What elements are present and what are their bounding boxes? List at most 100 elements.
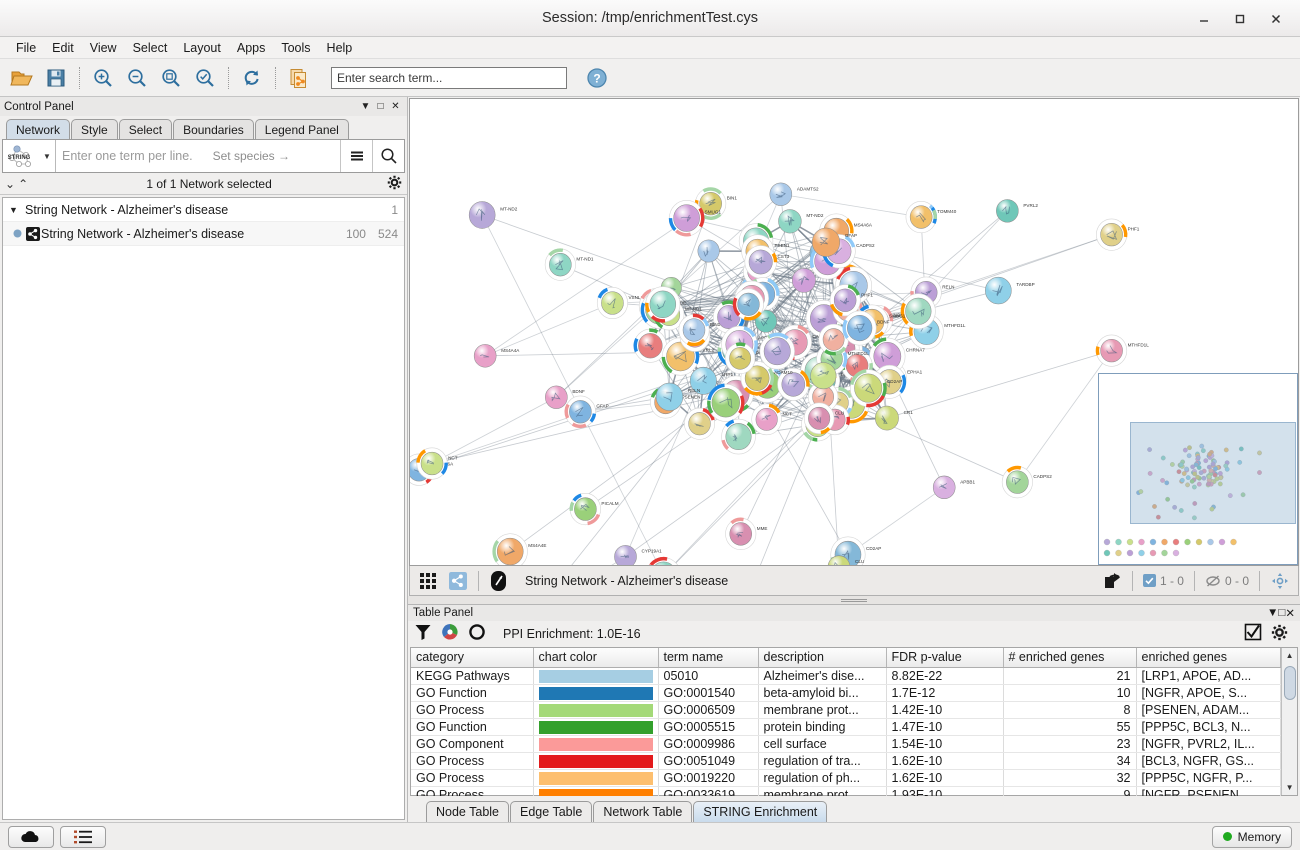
network-nodes[interactable]: MT-ND2MT-ND1VSNL1MS4A4AMS4A6AMS4A4EABCA7…: [410, 182, 1149, 565]
table-vertical-scrollbar[interactable]: ▲ ▼: [1281, 647, 1297, 795]
network-graph[interactable]: MT-ND2MT-ND1VSNL1MS4A4AMS4A6AMS4A4EABCA7…: [410, 99, 1298, 565]
network-node[interactable]: BDNF: [545, 385, 585, 409]
table-row[interactable]: GO Function GO:0001540 beta-amyloid bi... 1…: [411, 684, 1282, 703]
node-sphere[interactable]: [545, 385, 568, 409]
save-icon[interactable]: [40, 63, 72, 93]
network-node[interactable]: LRP1: [689, 366, 733, 395]
network-thumbnail-icon[interactable]: [444, 569, 472, 593]
network-node[interactable]: APBB1: [932, 475, 975, 499]
node-sphere[interactable]: [649, 290, 677, 318]
network-node[interactable]: [754, 309, 777, 333]
network-node[interactable]: ADAMTS2: [769, 182, 819, 206]
menu-tools[interactable]: Tools: [281, 40, 311, 55]
network-node[interactable]: PICALM: [569, 493, 619, 526]
scrollbar-thumb[interactable]: [1283, 665, 1296, 700]
search-input[interactable]: Enter search term...: [331, 66, 567, 89]
edit-network-name-icon[interactable]: [485, 569, 513, 593]
task-list-icon[interactable]: [60, 825, 106, 848]
network-node[interactable]: [900, 293, 936, 330]
zoom-in-icon[interactable]: [87, 63, 119, 93]
network-node[interactable]: CYP19A1: [614, 545, 662, 565]
enrichment-table-wrapper[interactable]: category chart color term name descripti…: [410, 646, 1298, 822]
node-sphere[interactable]: [549, 253, 572, 277]
column-header-enriched-gene-count[interactable]: # enriched genes: [1003, 647, 1137, 669]
column-header-description[interactable]: description: [758, 647, 887, 669]
network-node[interactable]: MTHFD1L: [1095, 334, 1149, 367]
control-panel-dropdown-icon[interactable]: ▼: [360, 101, 371, 112]
node-sphere[interactable]: [781, 372, 806, 397]
birds-eye-view[interactable]: [1098, 373, 1298, 565]
donut-chart-icon[interactable]: [468, 623, 486, 644]
node-sphere[interactable]: [655, 382, 684, 411]
table-panel-close-icon[interactable]: ✕: [1285, 608, 1295, 621]
node-sphere[interactable]: [725, 423, 752, 451]
node-sphere[interactable]: [688, 412, 711, 436]
node-sphere[interactable]: [996, 199, 1019, 223]
tab-network[interactable]: Network: [6, 119, 71, 139]
network-group-row[interactable]: ▼ String Network - Alzheimer's disease 1: [3, 198, 404, 222]
column-header-category[interactable]: category: [411, 647, 534, 669]
scroll-up-arrow-icon[interactable]: ▲: [1285, 650, 1294, 660]
vertical-splitter[interactable]: [408, 596, 1300, 604]
network-node[interactable]: MT-ND1: [544, 248, 594, 281]
network-node[interactable]: NCT: [751, 403, 792, 436]
node-sphere[interactable]: [1100, 223, 1123, 247]
cloud-icon[interactable]: [8, 825, 54, 848]
menu-edit[interactable]: Edit: [52, 40, 74, 55]
settings-gear-icon[interactable]: [387, 175, 402, 193]
node-sphere[interactable]: [909, 205, 933, 229]
menu-help[interactable]: Help: [326, 40, 353, 55]
menu-view[interactable]: View: [89, 40, 117, 55]
network-node[interactable]: MT-ND2: [468, 201, 518, 229]
table-panel-float-icon[interactable]: □: [1278, 607, 1286, 620]
network-node[interactable]: TOMM40: [905, 201, 957, 234]
network-node[interactable]: [697, 239, 720, 263]
network-node[interactable]: MME: [721, 418, 767, 455]
node-sphere[interactable]: [614, 545, 637, 565]
node-sphere[interactable]: [574, 497, 597, 521]
network-node[interactable]: [759, 332, 795, 370]
node-sphere[interactable]: [651, 561, 677, 565]
node-sphere[interactable]: [697, 239, 720, 263]
refresh-icon[interactable]: [236, 63, 268, 93]
expand-triangle-icon[interactable]: ▼: [9, 204, 18, 215]
node-sphere[interactable]: [791, 268, 816, 293]
network-node[interactable]: TARDBP: [985, 276, 1035, 305]
node-sphere[interactable]: [810, 362, 837, 390]
node-sphere[interactable]: [755, 407, 778, 431]
network-node[interactable]: NCT: [416, 447, 458, 480]
node-sphere[interactable]: [769, 182, 793, 206]
memory-button[interactable]: Memory: [1211, 825, 1292, 848]
zoom-selected-icon[interactable]: [189, 63, 221, 93]
control-panel-close-icon[interactable]: ✕: [391, 101, 400, 112]
node-sphere[interactable]: [1100, 338, 1123, 363]
menu-layout[interactable]: Layout: [183, 40, 221, 55]
node-sphere[interactable]: [875, 405, 899, 431]
menu-file[interactable]: File: [16, 40, 37, 55]
network-canvas[interactable]: MT-ND2MT-ND1VSNL1MS4A4AMS4A6AMS4A4EABCA7…: [409, 98, 1299, 566]
network-node[interactable]: MT-ND2: [778, 209, 824, 234]
network-node[interactable]: [645, 286, 681, 323]
network-node[interactable]: [810, 362, 837, 390]
birds-eye-viewport-rect[interactable]: [1130, 422, 1296, 524]
node-sphere[interactable]: [737, 292, 760, 316]
export-icon[interactable]: [1098, 569, 1126, 593]
zoom-out-icon[interactable]: [121, 63, 153, 93]
menu-select[interactable]: Select: [132, 40, 168, 55]
network-node[interactable]: CR1: [875, 405, 913, 431]
network-node[interactable]: PVRL2: [996, 199, 1038, 223]
string-species-caret-icon[interactable]: ▼: [43, 151, 51, 161]
select-all-checkbox-icon[interactable]: [1244, 623, 1262, 644]
settings-gear-icon[interactable]: [1271, 624, 1288, 644]
network-node[interactable]: [707, 383, 745, 422]
network-node[interactable]: CADPS2: [1001, 465, 1052, 499]
tab-node-table[interactable]: Node Table: [426, 801, 510, 822]
string-term-input[interactable]: Enter one term per line. Set species →: [55, 140, 340, 172]
table-row[interactable]: GO Process GO:0006509 membrane prot... 1.42…: [411, 701, 1282, 720]
node-sphere[interactable]: [822, 328, 845, 351]
node-sphere[interactable]: [754, 309, 777, 333]
menu-apps[interactable]: Apps: [236, 40, 266, 55]
scroll-down-arrow-icon[interactable]: ▼: [1285, 783, 1294, 792]
search-icon[interactable]: [372, 140, 404, 172]
network-node[interactable]: PHF1: [829, 284, 873, 317]
